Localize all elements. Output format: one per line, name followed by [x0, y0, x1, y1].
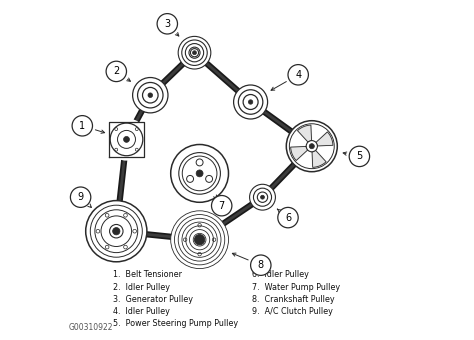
Circle shape	[178, 36, 211, 69]
Text: 4: 4	[295, 70, 301, 80]
Circle shape	[192, 51, 196, 55]
Text: 4.  Idler Pulley: 4. Idler Pulley	[113, 307, 170, 316]
Circle shape	[71, 187, 91, 207]
Text: 1: 1	[79, 121, 85, 131]
Text: G00310922: G00310922	[69, 323, 113, 332]
Circle shape	[286, 121, 337, 172]
Circle shape	[211, 195, 232, 216]
Text: 2: 2	[113, 66, 119, 76]
Polygon shape	[298, 125, 311, 142]
Text: 5.  Power Steering Pump Pulley: 5. Power Steering Pump Pulley	[113, 319, 238, 328]
Text: 8: 8	[258, 260, 264, 270]
Circle shape	[105, 118, 148, 160]
Circle shape	[157, 14, 177, 34]
Text: 7: 7	[219, 201, 225, 211]
Circle shape	[171, 144, 228, 202]
Circle shape	[349, 146, 370, 167]
Circle shape	[250, 184, 275, 210]
Text: 2.  Idler Pulley: 2. Idler Pulley	[113, 283, 170, 291]
Polygon shape	[312, 150, 326, 167]
Circle shape	[306, 141, 318, 152]
Circle shape	[248, 100, 253, 104]
Circle shape	[251, 255, 271, 275]
Circle shape	[196, 170, 203, 177]
Circle shape	[109, 224, 123, 238]
Text: 8.  Crankshaft Pulley: 8. Crankshaft Pulley	[252, 295, 335, 304]
Circle shape	[234, 85, 268, 119]
Circle shape	[194, 235, 205, 245]
Text: 3: 3	[164, 19, 170, 29]
Circle shape	[171, 211, 228, 269]
Circle shape	[309, 143, 314, 149]
Circle shape	[106, 61, 127, 82]
Circle shape	[288, 65, 309, 85]
Circle shape	[191, 49, 199, 57]
Polygon shape	[316, 132, 333, 146]
Text: 7.  Water Pump Pulley: 7. Water Pump Pulley	[252, 283, 340, 291]
Text: 1.  Belt Tensioner: 1. Belt Tensioner	[113, 270, 182, 279]
Text: 3.  Generator Pulley: 3. Generator Pulley	[113, 295, 193, 304]
Circle shape	[86, 201, 147, 262]
Text: 6: 6	[285, 212, 291, 223]
Text: 9.  A/C Clutch Pulley: 9. A/C Clutch Pulley	[252, 307, 333, 316]
Circle shape	[133, 78, 168, 113]
Text: 6.  Idler Pulley: 6. Idler Pulley	[252, 270, 309, 279]
Circle shape	[72, 116, 92, 136]
Circle shape	[113, 227, 120, 235]
Circle shape	[148, 93, 153, 98]
Circle shape	[278, 207, 298, 228]
Circle shape	[261, 195, 264, 199]
Text: 9: 9	[78, 192, 84, 202]
Text: 5: 5	[356, 151, 363, 162]
Circle shape	[124, 136, 129, 142]
Polygon shape	[291, 147, 308, 160]
